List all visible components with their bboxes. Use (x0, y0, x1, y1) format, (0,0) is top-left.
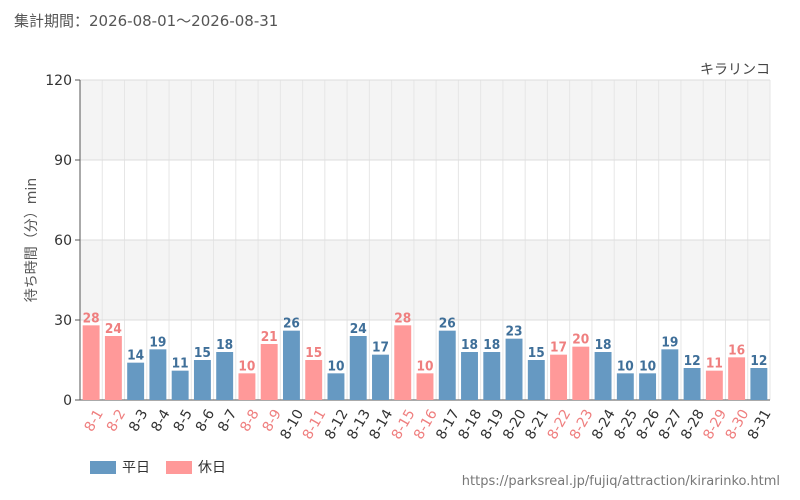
legend-item-weekday[interactable]: 平日 (90, 457, 150, 477)
data-label: 28 (83, 311, 100, 326)
chart-title: キラリンコ (700, 62, 770, 78)
data-label: 10 (639, 359, 656, 374)
data-label: 15 (528, 346, 545, 361)
bar (305, 360, 323, 400)
bar (372, 354, 389, 400)
data-label: 15 (305, 346, 322, 361)
bar (572, 346, 590, 400)
data-label: 23 (506, 325, 523, 340)
data-label: 24 (350, 322, 367, 337)
legend-swatch-weekday (90, 460, 116, 474)
plot-band (80, 80, 770, 160)
data-label: 12 (684, 354, 701, 369)
y-axis-label: 待ち時間（分）min (24, 178, 40, 302)
bar (550, 354, 568, 400)
x-tick-label: 8-7 (215, 407, 240, 435)
bar (104, 336, 122, 400)
data-label: 18 (216, 338, 233, 353)
bar (505, 338, 523, 400)
data-label: 28 (394, 311, 411, 326)
bar (461, 352, 478, 400)
bar (705, 370, 723, 400)
period-label: 集計期間：2026-08-01〜2026-08-31 (14, 12, 279, 30)
data-label: 10 (327, 359, 344, 374)
data-label: 15 (194, 346, 211, 361)
bar (527, 360, 545, 400)
data-label: 18 (595, 338, 612, 353)
x-tick-label: 8-5 (171, 407, 196, 435)
bar (438, 330, 456, 400)
bar (750, 368, 768, 400)
bar (327, 373, 345, 400)
legend-label-weekday: 平日 (122, 460, 150, 476)
data-label: 11 (172, 357, 189, 372)
data-label: 12 (750, 354, 767, 369)
y-tick-label: 0 (63, 393, 72, 409)
source-url[interactable]: https://parksreal.jp/fujiq/attraction/ki… (461, 474, 780, 489)
y-tick-label: 60 (54, 233, 72, 249)
data-label: 16 (728, 343, 745, 358)
data-label: 10 (238, 359, 255, 374)
bar (639, 373, 657, 400)
bar (394, 325, 412, 400)
data-label: 19 (661, 335, 678, 350)
y-tick-label: 90 (54, 153, 72, 169)
bar (349, 336, 367, 400)
y-tick-label: 30 (54, 313, 72, 329)
x-tick-label: 8-3 (126, 407, 151, 435)
data-label: 18 (461, 338, 478, 353)
bar (282, 330, 300, 400)
bar (149, 349, 167, 400)
data-label: 17 (372, 341, 389, 356)
data-label: 10 (417, 359, 434, 374)
legend: 平日 休日 (90, 457, 226, 477)
legend-swatch-holiday (166, 460, 192, 474)
bar (171, 370, 189, 400)
bar (127, 362, 145, 400)
bar (260, 344, 278, 400)
data-label: 10 (617, 359, 634, 374)
data-label: 20 (572, 333, 589, 348)
legend-label-holiday: 休日 (198, 460, 226, 476)
plot-band (80, 160, 770, 240)
x-tick-label: 8-8 (237, 407, 262, 435)
bar (483, 352, 501, 400)
data-label: 19 (149, 335, 166, 350)
bar (416, 373, 434, 400)
bar (193, 360, 211, 400)
bar (82, 325, 100, 400)
x-tick-label: 8-2 (104, 407, 129, 435)
data-label: 24 (105, 322, 122, 337)
bar (728, 357, 746, 400)
x-tick-label: 8-6 (193, 407, 218, 435)
data-label: 21 (261, 330, 278, 345)
x-tick-label: 8-31 (745, 407, 775, 443)
x-tick-label: 8-1 (82, 407, 107, 435)
bar (661, 349, 679, 400)
data-label: 14 (127, 349, 144, 364)
y-tick-label: 120 (45, 73, 72, 89)
bar (594, 352, 612, 400)
data-label: 26 (439, 317, 456, 332)
bar (683, 368, 701, 400)
data-label: 11 (706, 357, 723, 372)
plot-band (80, 240, 770, 320)
data-label: 18 (483, 338, 500, 353)
legend-item-holiday[interactable]: 休日 (166, 457, 226, 477)
bar (216, 352, 234, 400)
data-label: 17 (550, 341, 567, 356)
x-tick-label: 8-4 (148, 407, 173, 435)
bar (616, 373, 634, 400)
bar (238, 373, 256, 400)
data-label: 26 (283, 317, 300, 332)
